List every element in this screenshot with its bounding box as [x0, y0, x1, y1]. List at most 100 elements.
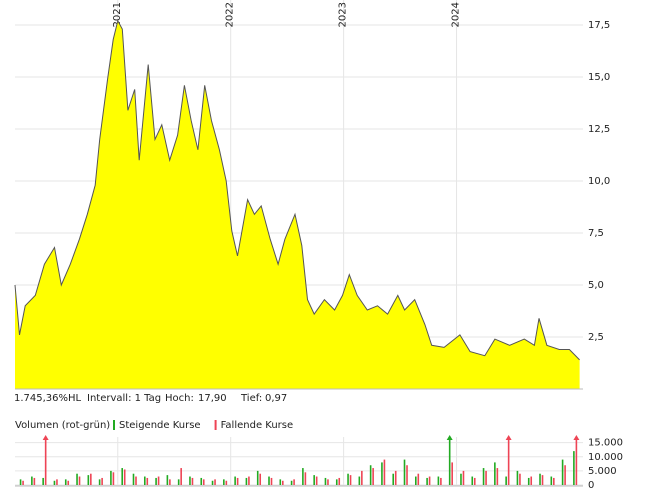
volume-bar — [44, 437, 47, 485]
volume-bar — [338, 477, 341, 485]
volume-bar — [349, 475, 352, 485]
volume-bar — [519, 473, 521, 485]
volume-bar — [135, 476, 137, 485]
legend-swatch — [214, 420, 217, 430]
info-high-label: Hoch: — [165, 393, 194, 404]
info-low: 0,97 — [265, 393, 287, 404]
volume-bar — [383, 459, 386, 485]
volume-bar — [304, 472, 307, 485]
volume-bar — [248, 476, 250, 485]
y-tick-label: 5.000 — [588, 466, 617, 477]
volume-bar — [550, 476, 553, 485]
volume-bar — [564, 465, 566, 485]
volume-bar — [315, 476, 318, 485]
volume-bar — [494, 462, 496, 485]
volume-bar — [553, 477, 555, 485]
volume-bar — [112, 472, 115, 485]
volume-bar — [324, 477, 327, 485]
volume-bar — [225, 480, 228, 485]
volume-bar — [417, 473, 420, 485]
volume-bar — [437, 476, 440, 485]
y-tick-label: 7,5 — [588, 228, 604, 239]
volume-title: Volumen (rot-grün) — [15, 420, 110, 431]
volume-bar — [166, 475, 169, 485]
volume-bar — [516, 470, 519, 485]
volume-bar — [460, 473, 462, 485]
volume-bar — [575, 437, 578, 485]
volume-bar — [473, 477, 476, 485]
volume-bar — [76, 473, 78, 485]
volume-bar — [31, 476, 33, 485]
info-low-label: Tief: — [240, 393, 262, 404]
volume-bar — [121, 468, 124, 485]
volume-bar — [191, 477, 194, 485]
info-high: 17,90 — [198, 393, 227, 404]
volume-bar — [485, 470, 487, 485]
volume-bar — [268, 476, 270, 485]
volume-bar — [64, 479, 67, 485]
volume-bar — [33, 477, 36, 485]
x-tick-label: 2024 — [451, 2, 462, 27]
volume-bar — [293, 479, 295, 485]
volume-bar — [527, 477, 530, 485]
info-range: 1.745,36%HL — [14, 393, 82, 404]
volume-bar — [302, 468, 304, 485]
y-tick-label: 10.000 — [588, 452, 623, 463]
volume-bar — [426, 477, 428, 485]
volume-bar — [381, 462, 383, 485]
volume-bar — [462, 470, 465, 485]
overflow-arrow — [446, 435, 453, 440]
volume-bar — [56, 479, 58, 485]
volume-bar — [335, 479, 338, 485]
y-tick-label: 17,5 — [588, 20, 610, 31]
volume-bar — [53, 480, 56, 485]
overflow-arrow — [573, 435, 580, 440]
volume-bar — [200, 477, 203, 485]
volume-bar — [189, 476, 191, 485]
volume-bar — [327, 479, 329, 485]
volume-bar — [539, 473, 541, 485]
x-tick-label: 2023 — [338, 2, 349, 27]
volume-bar — [279, 479, 282, 485]
volume-bar — [259, 473, 262, 485]
volume-bar — [406, 465, 408, 485]
volume-bar — [169, 479, 171, 485]
volume-bar — [270, 477, 273, 485]
volume-bar — [214, 479, 216, 485]
volume-bar — [177, 479, 180, 485]
volume-bar — [541, 475, 544, 485]
y-tick-label: 12,5 — [588, 124, 610, 135]
volume-bar — [281, 480, 284, 485]
volume-bar — [19, 479, 22, 485]
volume-bar — [415, 476, 417, 485]
volume-bar — [87, 475, 90, 485]
legend-swatch — [113, 420, 115, 430]
x-tick-label: 2022 — [225, 2, 236, 27]
volume-bar — [440, 477, 442, 485]
y-tick-label: 5,0 — [588, 280, 604, 291]
volume-bar — [482, 468, 485, 485]
volume-bar — [372, 468, 374, 485]
volume-bar — [110, 470, 112, 485]
volume-bar — [358, 476, 361, 485]
y-tick-label: 2,5 — [588, 332, 604, 343]
x-tick-label: 2021 — [112, 2, 123, 27]
volume-bar — [180, 468, 182, 485]
volume-bar — [561, 459, 564, 485]
y-tick-label: 0 — [588, 480, 594, 491]
volume-bar — [573, 451, 575, 485]
volume-bar — [236, 477, 239, 485]
price-area — [15, 20, 580, 390]
volume-bar — [78, 476, 81, 485]
overflow-arrow — [505, 435, 512, 440]
volume-bar — [471, 476, 474, 485]
volume-bar — [146, 477, 149, 485]
overflow-arrow — [42, 435, 49, 440]
volume-bar — [394, 470, 397, 485]
volume-bar — [369, 465, 372, 485]
info-interval: Intervall: 1 Tag — [87, 393, 161, 404]
volume-bar — [403, 459, 406, 485]
volume-bar — [496, 468, 499, 485]
volume-bar — [256, 470, 259, 485]
